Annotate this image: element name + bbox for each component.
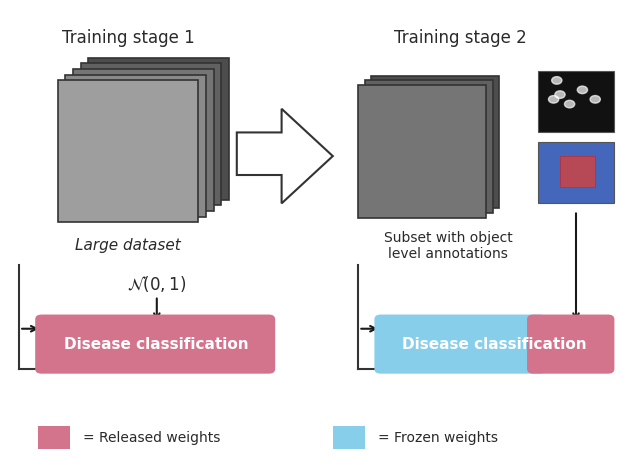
Bar	[560, 156, 595, 187]
FancyBboxPatch shape	[35, 315, 275, 374]
Text: Training stage 2: Training stage 2	[394, 29, 527, 47]
Circle shape	[552, 77, 562, 84]
Text: Disease classification: Disease classification	[402, 337, 587, 351]
Text: Training stage 1: Training stage 1	[61, 29, 195, 47]
FancyBboxPatch shape	[527, 315, 614, 374]
Bar	[38, 426, 70, 449]
Bar	[81, 63, 221, 205]
Text: = Frozen weights: = Frozen weights	[378, 430, 498, 445]
Circle shape	[548, 96, 559, 103]
Bar	[371, 76, 499, 208]
Circle shape	[577, 86, 588, 94]
FancyBboxPatch shape	[374, 315, 547, 374]
Circle shape	[555, 91, 565, 98]
Text: = Released weights: = Released weights	[83, 430, 221, 445]
Bar	[333, 426, 365, 449]
Circle shape	[590, 96, 600, 103]
Circle shape	[564, 100, 575, 108]
Bar	[73, 69, 214, 211]
Bar	[538, 71, 614, 132]
Bar	[538, 142, 614, 203]
Bar	[365, 80, 493, 213]
Text: $\mathcal{N}(0, 1)$: $\mathcal{N}(0, 1)$	[127, 274, 186, 294]
Bar	[88, 58, 229, 200]
Text: Large dataset: Large dataset	[75, 238, 181, 254]
Text: Subset with object
level annotations: Subset with object level annotations	[383, 231, 513, 261]
Bar	[65, 75, 206, 217]
Text: Disease classification: Disease classification	[65, 337, 249, 352]
Bar	[58, 80, 198, 222]
Polygon shape	[237, 109, 333, 203]
Bar	[358, 85, 486, 218]
